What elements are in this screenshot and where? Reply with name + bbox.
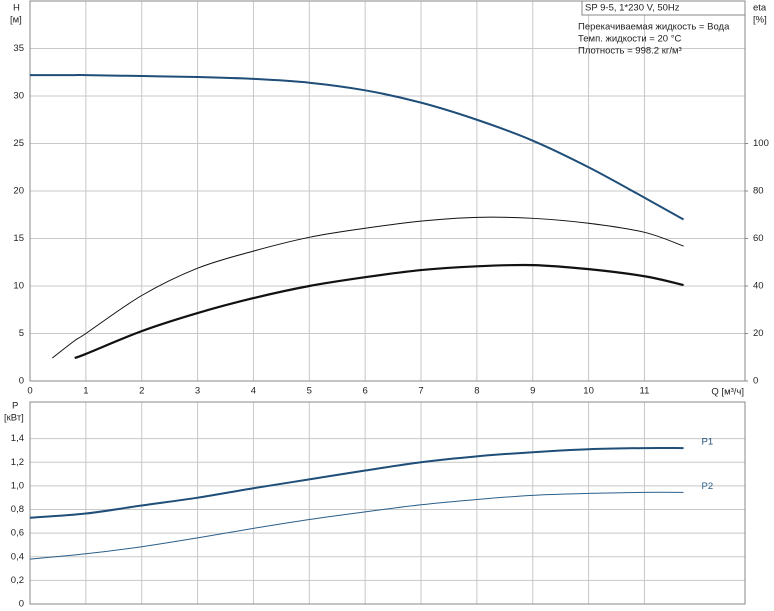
x-tick-label: 8 — [474, 386, 479, 397]
series-label: P2 — [702, 481, 714, 492]
x-axis-label: Q [м³/ч] — [711, 387, 744, 398]
y-tick-label: 20 — [13, 186, 24, 197]
x-tick-label: 11 — [640, 386, 650, 397]
y-tick-label: 0 — [19, 599, 24, 610]
x-tick-label: 2 — [139, 386, 144, 397]
x-tick-label: 0 — [27, 386, 32, 397]
y2-tick-label: 60 — [753, 233, 764, 244]
y-tick-label: 0,4 — [11, 551, 24, 562]
y-tick-label: 0,8 — [11, 504, 24, 515]
chart-title: SP 9-5, 1*230 V, 50Hz — [585, 3, 680, 14]
y2-axis-unit: [%] — [753, 15, 767, 26]
y-axis-unit: [кВт] — [4, 413, 24, 424]
annotation: Перекачиваемая жидкость = Вода — [578, 22, 730, 33]
y-tick-label: 1,2 — [11, 457, 24, 468]
y-tick-label: 10 — [13, 281, 24, 292]
series-line — [30, 74, 685, 221]
series-line — [29, 491, 684, 560]
y-axis-label: H — [13, 3, 20, 14]
y-tick-label: 0,6 — [11, 528, 24, 539]
x-tick-label: 4 — [251, 386, 256, 397]
x-tick-label: 1 — [83, 386, 88, 397]
y-axis-label: P — [12, 401, 18, 412]
y2-tick-label: 0 — [753, 376, 758, 387]
y2-tick-label: 20 — [753, 328, 764, 339]
y-tick-label: 1,4 — [11, 433, 24, 444]
x-tick-label: 9 — [530, 386, 535, 397]
series-label: P1 — [702, 437, 714, 448]
series-line — [29, 446, 684, 519]
y-tick-label: 15 — [13, 233, 24, 244]
x-tick-label: 6 — [363, 386, 368, 397]
series-line — [74, 263, 684, 360]
y2-tick-label: 40 — [753, 281, 764, 292]
annotation: Плотность = 998.2 кг/м³ — [578, 46, 682, 57]
y2-axis-label: eta — [753, 3, 767, 14]
plot-frame — [29, 401, 746, 605]
y2-tick-label: 100 — [753, 138, 769, 149]
x-tick-label: 7 — [418, 386, 423, 397]
x-tick-label: 10 — [583, 386, 594, 397]
y-tick-label: 25 — [13, 138, 24, 149]
y-tick-label: 0,2 — [11, 575, 24, 586]
y-axis-unit: [м] — [10, 15, 22, 26]
x-tick-label: 5 — [307, 386, 312, 397]
info-box — [581, 0, 746, 16]
series-line — [52, 216, 684, 359]
annotation: Темп. жидкости = 20 °C — [578, 34, 681, 45]
y-tick-label: 5 — [19, 328, 24, 339]
y-tick-label: 30 — [13, 91, 24, 102]
y2-tick-label: 80 — [753, 186, 764, 197]
y-tick-label: 1,0 — [11, 480, 24, 491]
y-tick-label: 35 — [13, 43, 24, 54]
y-tick-label: 0 — [19, 376, 24, 387]
x-tick-label: 3 — [195, 386, 200, 397]
